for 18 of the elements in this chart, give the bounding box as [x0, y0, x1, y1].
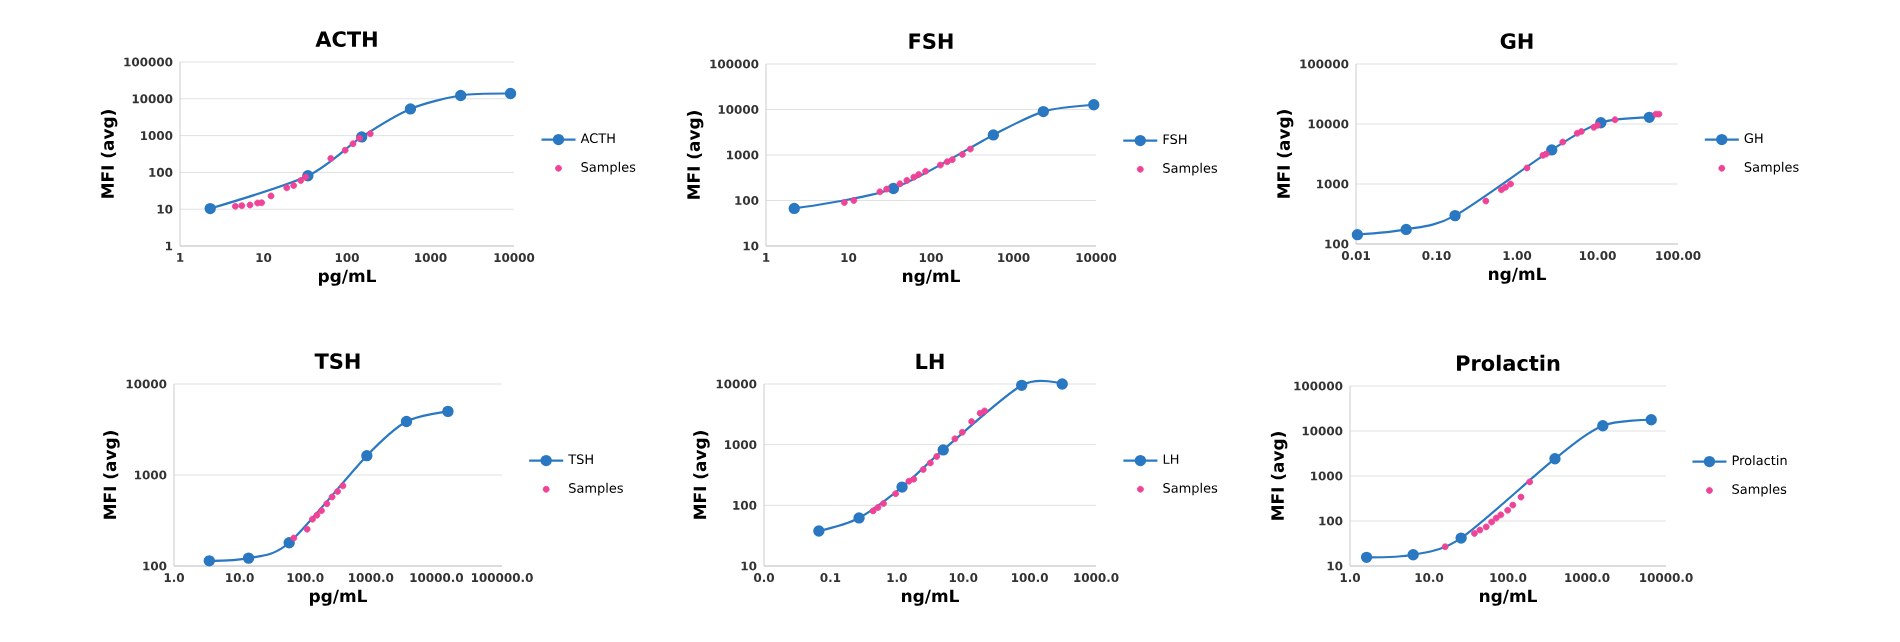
- y-axis-title: MFI (avg): [1270, 432, 1288, 520]
- x-axis-title: ng/mL: [1489, 267, 1546, 284]
- x-axis-title: pg/mL: [319, 269, 376, 286]
- x-axis-title: ng/mL: [1480, 589, 1537, 606]
- y-axis-title: MFI (avg): [1276, 110, 1294, 198]
- chart-title: FSH: [909, 33, 953, 49]
- chart-title: ACTH: [315, 31, 377, 47]
- x-axis-title: ng/mL: [902, 589, 959, 606]
- y-axis-title: MFI (avg): [100, 110, 118, 198]
- x-axis-title: pg/mL: [310, 589, 367, 606]
- y-axis-title: MFI (avg): [686, 111, 704, 199]
- y-axis-title: MFI (avg): [693, 431, 710, 519]
- chart-title: GH: [1500, 33, 1533, 49]
- chart-title: LH: [916, 353, 944, 369]
- chart-title: TSH: [314, 353, 360, 369]
- chart-title: Prolactin: [1457, 354, 1560, 371]
- x-axis-title: ng/mL: [903, 269, 960, 286]
- y-axis-title: MFI (avg): [103, 431, 120, 519]
